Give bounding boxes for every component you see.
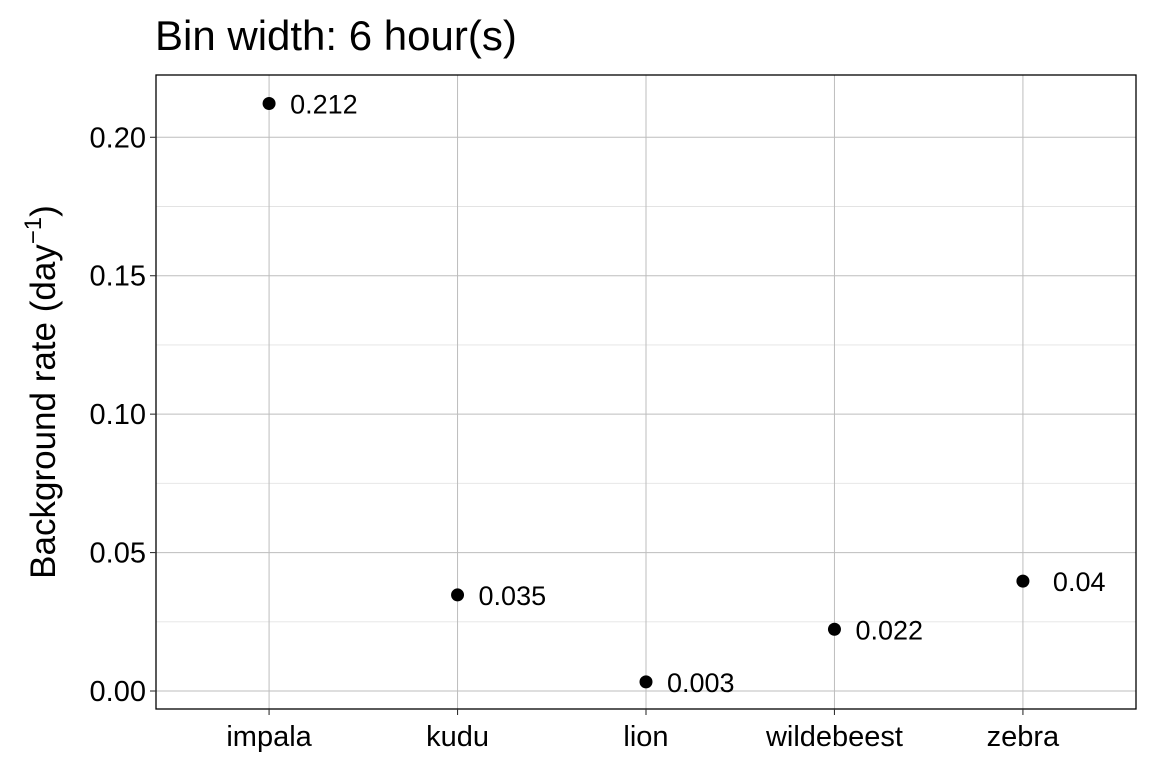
data-labels: 0.212 0.035 0.003 0.022 0.04: [290, 90, 1105, 698]
y-axis-title-superscript: −1: [20, 217, 47, 244]
data-label-zebra: 0.04: [1053, 567, 1106, 597]
y-tick-label: 0.05: [90, 538, 146, 570]
x-tick-label-wildebeest: wildebeest: [765, 721, 903, 753]
data-label-wildebeest: 0.022: [855, 615, 923, 645]
y-tick-label: 0.15: [90, 261, 146, 293]
data-point-kudu: [451, 588, 465, 602]
data-label-impala: 0.212: [290, 90, 358, 120]
y-tick-label: 0.10: [90, 399, 146, 431]
data-label-lion: 0.003: [667, 668, 735, 698]
y-tick-label: 0.00: [90, 676, 146, 708]
data-points: [262, 97, 1030, 689]
y-axis-title-main: Background rate (day: [24, 244, 63, 579]
chart-title: Bin width: 6 hour(s): [155, 12, 517, 59]
y-axis-title: Background rate (day−1): [20, 205, 63, 579]
x-tick-label-zebra: zebra: [987, 721, 1060, 753]
x-tick-label-kudu: kudu: [426, 721, 489, 753]
data-point-lion: [639, 675, 653, 689]
major-gridlines: [156, 75, 1136, 709]
y-axis: 0.00 0.05 0.10 0.15 0.20: [90, 122, 156, 708]
data-point-zebra: [1016, 574, 1030, 588]
x-tick-label-lion: lion: [623, 721, 668, 753]
data-point-wildebeest: [827, 622, 841, 636]
x-axis: impala kudu lion wildebeest zebra: [226, 709, 1060, 753]
data-label-kudu: 0.035: [479, 581, 547, 611]
x-tick-label-impala: impala: [226, 721, 312, 753]
data-point-impala: [262, 97, 276, 111]
plot-panel: 0.212 0.035 0.003 0.022 0.04: [155, 74, 1137, 710]
y-tick-label: 0.20: [90, 122, 146, 154]
y-axis-title-close: ): [24, 205, 63, 217]
